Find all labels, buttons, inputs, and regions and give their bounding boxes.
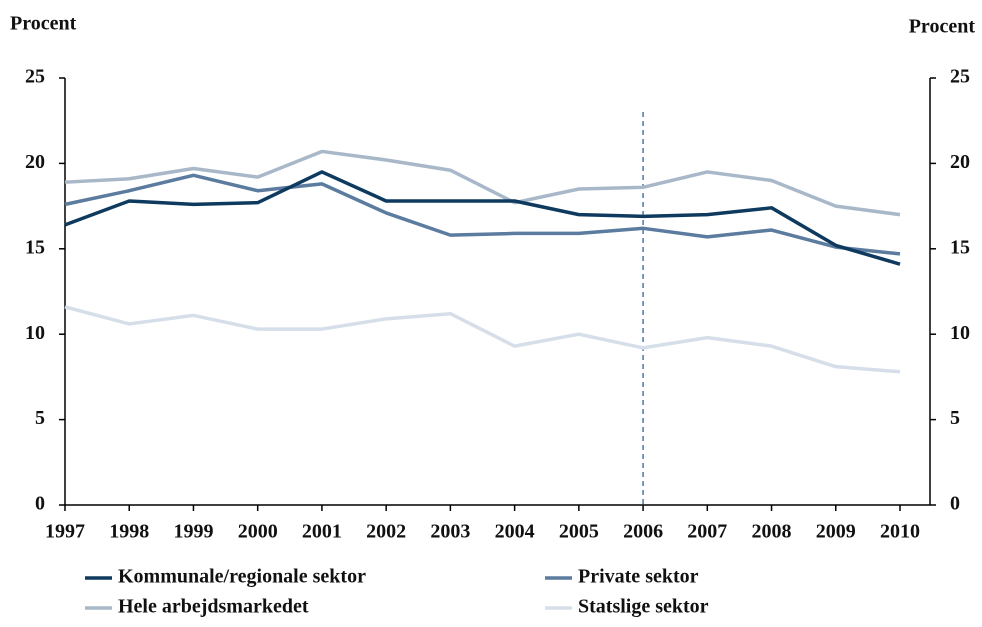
y-tick-label: 10 xyxy=(25,322,45,344)
y-tick-label: 5 xyxy=(35,407,45,429)
legend-label: Kommunale/regionale sektor xyxy=(118,566,366,588)
legend-label: Statslige sektor xyxy=(578,596,709,618)
y-tick-label: 25 xyxy=(25,66,45,88)
y2-tick-label: 25 xyxy=(950,66,970,88)
x-tick-label: 2000 xyxy=(238,521,278,543)
x-tick-label: 2008 xyxy=(752,521,792,543)
x-tick-label: 2002 xyxy=(366,521,406,543)
y-axis-label: Procent xyxy=(10,13,77,35)
x-tick-label: 2009 xyxy=(816,521,856,543)
y2-tick-label: 0 xyxy=(950,493,960,515)
y2-tick-label: 15 xyxy=(950,236,970,258)
series-line xyxy=(64,170,901,266)
x-tick-label: 2004 xyxy=(495,521,535,543)
legend-label: Hele arbejdsmarkedet xyxy=(118,596,309,618)
x-tick-label: 1999 xyxy=(173,521,213,543)
series-line xyxy=(64,173,901,256)
x-tick-label: 1998 xyxy=(109,521,149,543)
legend-label: Private sektor xyxy=(578,566,699,588)
y-tick-label: 0 xyxy=(35,493,45,515)
y2-axis-label: Procent xyxy=(909,16,976,38)
x-tick-label: 2006 xyxy=(623,521,663,543)
x-tick-label: 2005 xyxy=(559,521,599,543)
y2-tick-label: 5 xyxy=(950,407,960,429)
x-tick-label: 1997 xyxy=(45,521,85,543)
x-tick-label: 2003 xyxy=(430,521,470,543)
x-tick-label: 2010 xyxy=(880,521,920,543)
x-tick-label: 2001 xyxy=(302,521,342,543)
series-line xyxy=(64,149,901,217)
y-tick-label: 15 xyxy=(25,236,45,258)
series-line xyxy=(64,305,901,374)
y2-tick-label: 10 xyxy=(950,322,970,344)
x-tick-label: 2007 xyxy=(687,521,727,543)
y-tick-label: 20 xyxy=(25,151,45,173)
y2-tick-label: 20 xyxy=(950,151,970,173)
